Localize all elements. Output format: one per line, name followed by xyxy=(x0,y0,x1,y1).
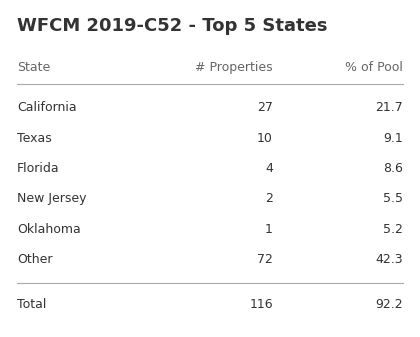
Text: 5.2: 5.2 xyxy=(383,223,403,236)
Text: Total: Total xyxy=(17,299,46,311)
Text: Oklahoma: Oklahoma xyxy=(17,223,81,236)
Text: Florida: Florida xyxy=(17,162,59,175)
Text: WFCM 2019-C52 - Top 5 States: WFCM 2019-C52 - Top 5 States xyxy=(17,17,327,35)
Text: Other: Other xyxy=(17,253,52,266)
Text: 92.2: 92.2 xyxy=(375,299,403,311)
Text: State: State xyxy=(17,61,50,74)
Text: 5.5: 5.5 xyxy=(383,192,403,205)
Text: 72: 72 xyxy=(257,253,273,266)
Text: 1: 1 xyxy=(265,223,273,236)
Text: 4: 4 xyxy=(265,162,273,175)
Text: # Properties: # Properties xyxy=(195,61,273,74)
Text: 8.6: 8.6 xyxy=(383,162,403,175)
Text: Texas: Texas xyxy=(17,132,52,145)
Text: California: California xyxy=(17,101,76,114)
Text: 27: 27 xyxy=(257,101,273,114)
Text: 2: 2 xyxy=(265,192,273,205)
Text: 21.7: 21.7 xyxy=(375,101,403,114)
Text: % of Pool: % of Pool xyxy=(345,61,403,74)
Text: 9.1: 9.1 xyxy=(383,132,403,145)
Text: 10: 10 xyxy=(257,132,273,145)
Text: 116: 116 xyxy=(249,299,273,311)
Text: 42.3: 42.3 xyxy=(375,253,403,266)
Text: New Jersey: New Jersey xyxy=(17,192,86,205)
